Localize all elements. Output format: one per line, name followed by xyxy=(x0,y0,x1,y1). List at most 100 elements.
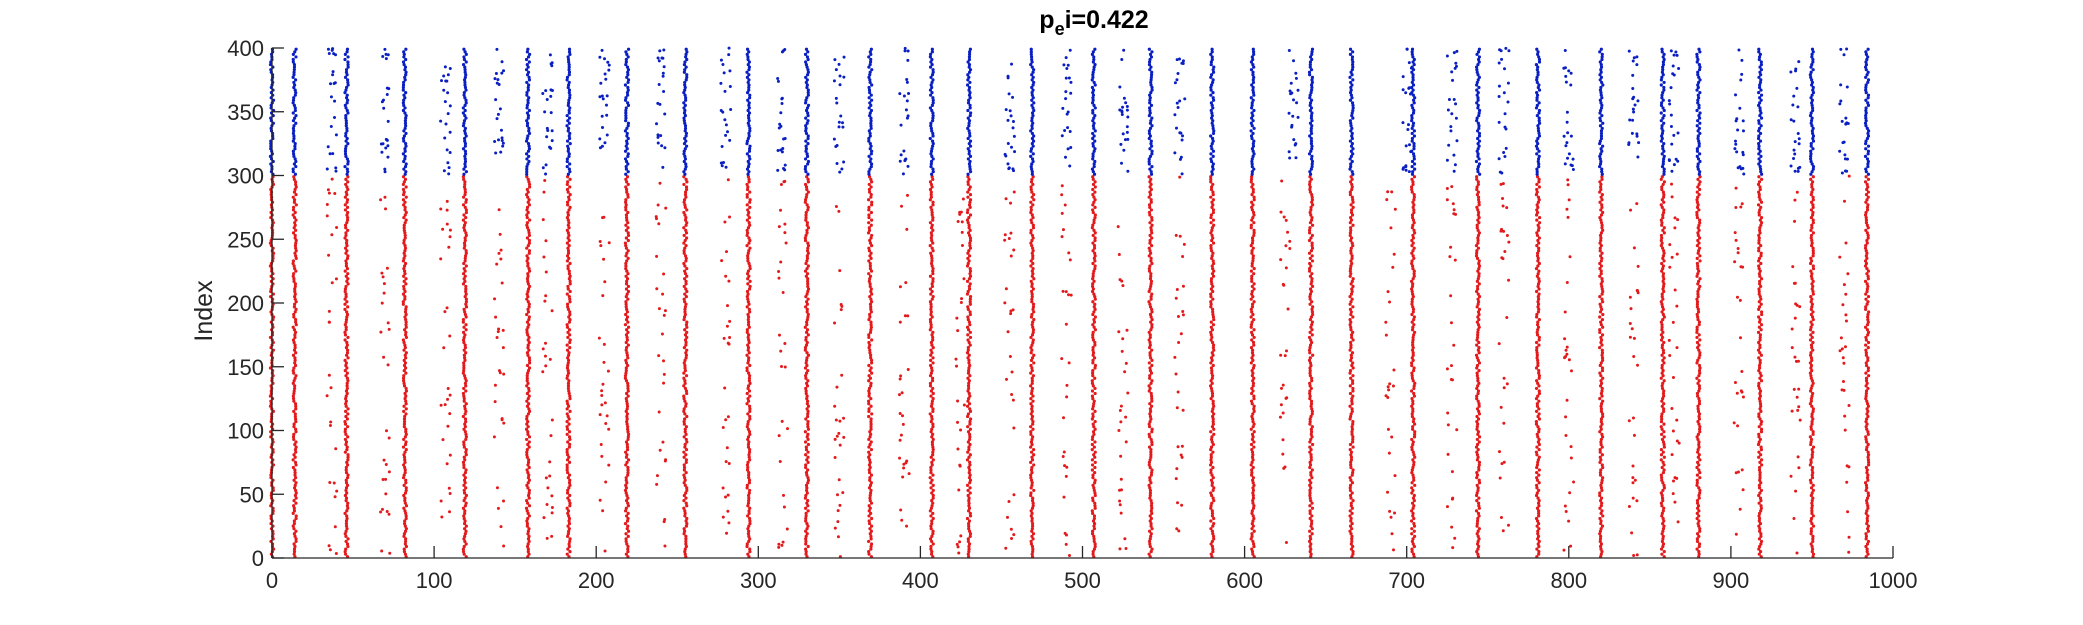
spike-point xyxy=(745,167,750,171)
spike-point xyxy=(684,164,688,169)
spike-point xyxy=(1600,463,1604,467)
spike-point xyxy=(870,233,874,238)
spike-point xyxy=(968,198,973,202)
spike-point xyxy=(626,437,630,442)
spike-point xyxy=(748,264,752,268)
burst-column xyxy=(866,47,874,559)
spike-point xyxy=(624,379,629,383)
spike-point xyxy=(806,333,810,337)
spike-point xyxy=(294,218,298,222)
spike-point xyxy=(527,147,532,151)
spike-point xyxy=(1032,448,1036,452)
spike-point xyxy=(1032,361,1036,365)
spike-point xyxy=(525,297,529,301)
spike-point xyxy=(746,259,750,263)
spike-point xyxy=(1031,496,1035,500)
spike-point xyxy=(1351,305,1355,309)
spike-point xyxy=(1307,70,1312,74)
spike-point xyxy=(683,68,687,72)
spike-point xyxy=(292,437,296,442)
spike-point xyxy=(1308,261,1312,266)
spike-point xyxy=(1598,346,1602,350)
spike-point xyxy=(404,330,408,334)
spike-point xyxy=(868,282,872,286)
spike-point xyxy=(806,57,810,62)
spike-point xyxy=(527,182,532,187)
spike-point xyxy=(567,328,572,332)
spike-point xyxy=(805,328,810,332)
spike-point xyxy=(526,542,530,546)
spike-point xyxy=(293,417,298,421)
spike-point xyxy=(806,142,810,146)
burst-column xyxy=(1090,47,1098,559)
spike-point xyxy=(1093,376,1097,380)
spike-point xyxy=(1535,218,1539,222)
spike-point xyxy=(1308,134,1312,138)
spike-point xyxy=(968,266,972,271)
spike-point xyxy=(402,159,406,164)
spike-point xyxy=(291,458,295,462)
spike-point xyxy=(526,307,530,311)
spike-point xyxy=(291,149,295,153)
spike-point xyxy=(624,539,628,544)
spike-point xyxy=(928,274,933,278)
spike-point xyxy=(931,277,935,281)
spike-point xyxy=(683,509,687,513)
spike-point xyxy=(567,98,571,102)
spike-point xyxy=(462,544,466,549)
spike-point xyxy=(292,521,296,526)
spike-point xyxy=(931,391,935,396)
spike-point xyxy=(1031,203,1035,207)
spike-point xyxy=(867,486,872,490)
spike-point xyxy=(345,310,349,314)
spike-point xyxy=(805,254,809,258)
spike-point xyxy=(292,348,297,352)
spike-point xyxy=(626,384,630,388)
spike-point xyxy=(683,292,687,296)
spike-point xyxy=(684,139,688,143)
spike-point xyxy=(527,491,531,495)
spike-point xyxy=(568,333,572,337)
spike-point xyxy=(345,315,349,319)
spike-point xyxy=(292,478,296,482)
spike-point xyxy=(746,361,750,365)
spike-point xyxy=(624,463,628,467)
spike-point xyxy=(684,491,688,495)
spike-point xyxy=(343,195,347,199)
spike-point xyxy=(870,524,874,528)
spike-point xyxy=(806,264,810,268)
spike-point xyxy=(624,317,629,322)
spike-point xyxy=(463,75,467,79)
spike-point xyxy=(805,300,809,304)
spike-point xyxy=(344,241,349,245)
spike-point xyxy=(868,465,872,470)
spike-point xyxy=(567,295,571,299)
spike-point xyxy=(294,351,298,355)
spike-point xyxy=(966,488,970,493)
spike-point xyxy=(683,547,687,551)
spike-point xyxy=(401,108,406,113)
spike-point xyxy=(1410,519,1414,523)
spike-point xyxy=(1349,203,1353,207)
spike-point xyxy=(869,381,873,385)
spike-point xyxy=(682,527,686,531)
spike-point xyxy=(343,57,347,62)
spike-point xyxy=(1147,300,1151,304)
spike-point xyxy=(745,425,749,429)
spike-point xyxy=(624,476,628,480)
spike-point xyxy=(869,320,873,324)
spike-point xyxy=(462,361,466,365)
spike-point xyxy=(803,430,808,434)
spike-point xyxy=(867,333,871,337)
spike-point xyxy=(525,437,529,442)
spike-point xyxy=(746,172,750,176)
spike-point xyxy=(868,330,873,334)
spike-point xyxy=(747,73,751,77)
spike-point xyxy=(966,412,971,416)
spike-point xyxy=(565,75,570,79)
spike-point xyxy=(804,389,808,393)
spike-point xyxy=(345,218,350,222)
spike-point xyxy=(804,126,808,130)
spike-point xyxy=(344,295,348,299)
spike-point xyxy=(1311,305,1315,309)
